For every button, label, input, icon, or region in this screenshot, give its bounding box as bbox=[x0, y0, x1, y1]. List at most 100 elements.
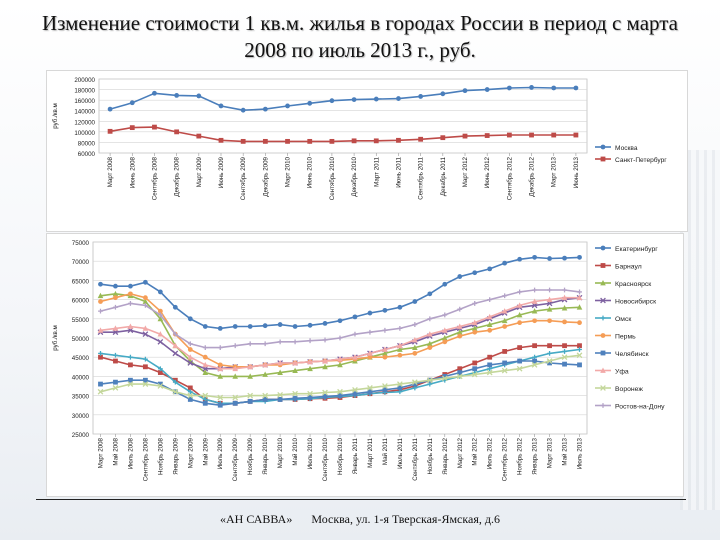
data-point bbox=[472, 270, 478, 276]
data-point bbox=[142, 356, 148, 362]
data-point bbox=[196, 133, 202, 139]
data-point bbox=[441, 327, 448, 333]
data-point bbox=[157, 338, 164, 345]
data-point bbox=[232, 365, 239, 372]
data-point bbox=[577, 347, 582, 352]
x-tick-label: Сентябрь 2011 bbox=[418, 156, 425, 199]
data-point bbox=[157, 308, 163, 314]
x-tick-label: Сентябрь 2010 bbox=[322, 437, 329, 481]
x-tick-label: Июнь 2008 bbox=[129, 156, 136, 188]
data-point bbox=[322, 389, 328, 396]
data-point bbox=[412, 299, 418, 304]
data-point bbox=[247, 373, 253, 379]
data-point bbox=[337, 361, 343, 368]
data-point bbox=[562, 343, 567, 349]
data-point bbox=[98, 299, 103, 304]
footer-company: «АН САВВА» bbox=[220, 512, 293, 526]
data-point bbox=[501, 317, 508, 324]
data-point bbox=[187, 354, 194, 360]
data-point bbox=[471, 319, 478, 326]
data-point bbox=[217, 362, 223, 368]
data-point bbox=[187, 341, 193, 347]
legend-label: Барнаул bbox=[615, 264, 642, 271]
y-tick-label: 75000 bbox=[72, 240, 90, 247]
data-point bbox=[202, 354, 208, 360]
x-tick-label: Март 2009 bbox=[187, 437, 194, 468]
x-tick-label: Июль 2008 bbox=[127, 437, 134, 469]
x-tick-label: Март 2009 bbox=[196, 156, 203, 187]
footer-divider bbox=[36, 499, 686, 500]
data-point bbox=[262, 397, 268, 402]
data-point bbox=[129, 100, 135, 106]
data-point bbox=[529, 132, 534, 138]
x-tick-label: Сентябрь 2009 bbox=[240, 156, 247, 200]
data-point bbox=[561, 294, 568, 301]
x-tick-label: Январь 2013 bbox=[532, 437, 539, 474]
data-point bbox=[307, 138, 313, 144]
legend-marker bbox=[600, 333, 606, 338]
data-point bbox=[98, 354, 103, 360]
data-point bbox=[337, 356, 343, 362]
x-tick-label: Март 2012 bbox=[462, 156, 469, 187]
data-point bbox=[172, 379, 178, 385]
data-point bbox=[322, 358, 328, 364]
series-line bbox=[100, 256, 580, 330]
y-tick-label: 70000 bbox=[72, 259, 90, 266]
legend-label: Пермь bbox=[615, 334, 636, 341]
legend-marker bbox=[600, 297, 606, 304]
data-point bbox=[442, 374, 448, 379]
x-tick-label: Май 2012 bbox=[472, 437, 479, 465]
data-point bbox=[247, 324, 253, 329]
x-tick-label: Июнь 2013 bbox=[573, 156, 580, 188]
x-tick-label: Январь 2009 bbox=[172, 437, 179, 474]
data-point bbox=[352, 354, 358, 360]
data-point bbox=[367, 385, 373, 391]
data-point bbox=[172, 342, 179, 349]
data-point bbox=[440, 135, 446, 141]
data-point bbox=[427, 291, 433, 297]
data-point bbox=[441, 375, 448, 382]
data-point bbox=[502, 293, 508, 299]
data-point bbox=[440, 91, 446, 97]
data-point bbox=[397, 304, 403, 310]
x-tick-label: Июль 2013 bbox=[577, 437, 584, 469]
data-point bbox=[128, 377, 133, 383]
data-point bbox=[187, 385, 193, 391]
chart-panel-top: 60000 80000 100000 120000 140000 160000 180000… bbox=[46, 70, 688, 232]
data-point bbox=[531, 308, 538, 314]
data-point bbox=[113, 352, 118, 358]
data-point bbox=[456, 323, 463, 329]
data-point bbox=[577, 289, 582, 295]
x-tick-label: Сентябрь 2008 bbox=[151, 156, 158, 200]
data-point bbox=[561, 305, 568, 311]
legend-marker bbox=[600, 156, 606, 162]
data-point bbox=[247, 363, 253, 370]
data-point bbox=[457, 370, 463, 375]
data-point bbox=[412, 381, 418, 387]
data-point bbox=[292, 390, 298, 397]
data-point bbox=[471, 371, 478, 378]
data-point bbox=[382, 350, 388, 356]
data-point bbox=[262, 138, 268, 144]
x-tick-label: Сентябрь 2011 bbox=[412, 437, 419, 480]
x-tick-label: Январь 2010 bbox=[262, 437, 269, 474]
data-point bbox=[517, 256, 523, 262]
data-point bbox=[128, 301, 133, 306]
data-point bbox=[157, 315, 164, 322]
data-point bbox=[546, 296, 553, 302]
data-point bbox=[561, 354, 568, 361]
data-point bbox=[127, 381, 134, 387]
data-point bbox=[98, 381, 103, 387]
data-point bbox=[426, 377, 433, 384]
data-point bbox=[232, 394, 239, 401]
data-point bbox=[337, 335, 343, 341]
data-point bbox=[352, 391, 358, 397]
x-tick-label: Май 2013 bbox=[562, 437, 569, 465]
data-point bbox=[285, 138, 290, 144]
data-point bbox=[218, 103, 224, 109]
data-point bbox=[462, 88, 468, 94]
data-point bbox=[502, 260, 508, 266]
data-point bbox=[98, 281, 103, 287]
legend-label: Омск bbox=[615, 316, 631, 323]
data-point bbox=[202, 361, 209, 368]
